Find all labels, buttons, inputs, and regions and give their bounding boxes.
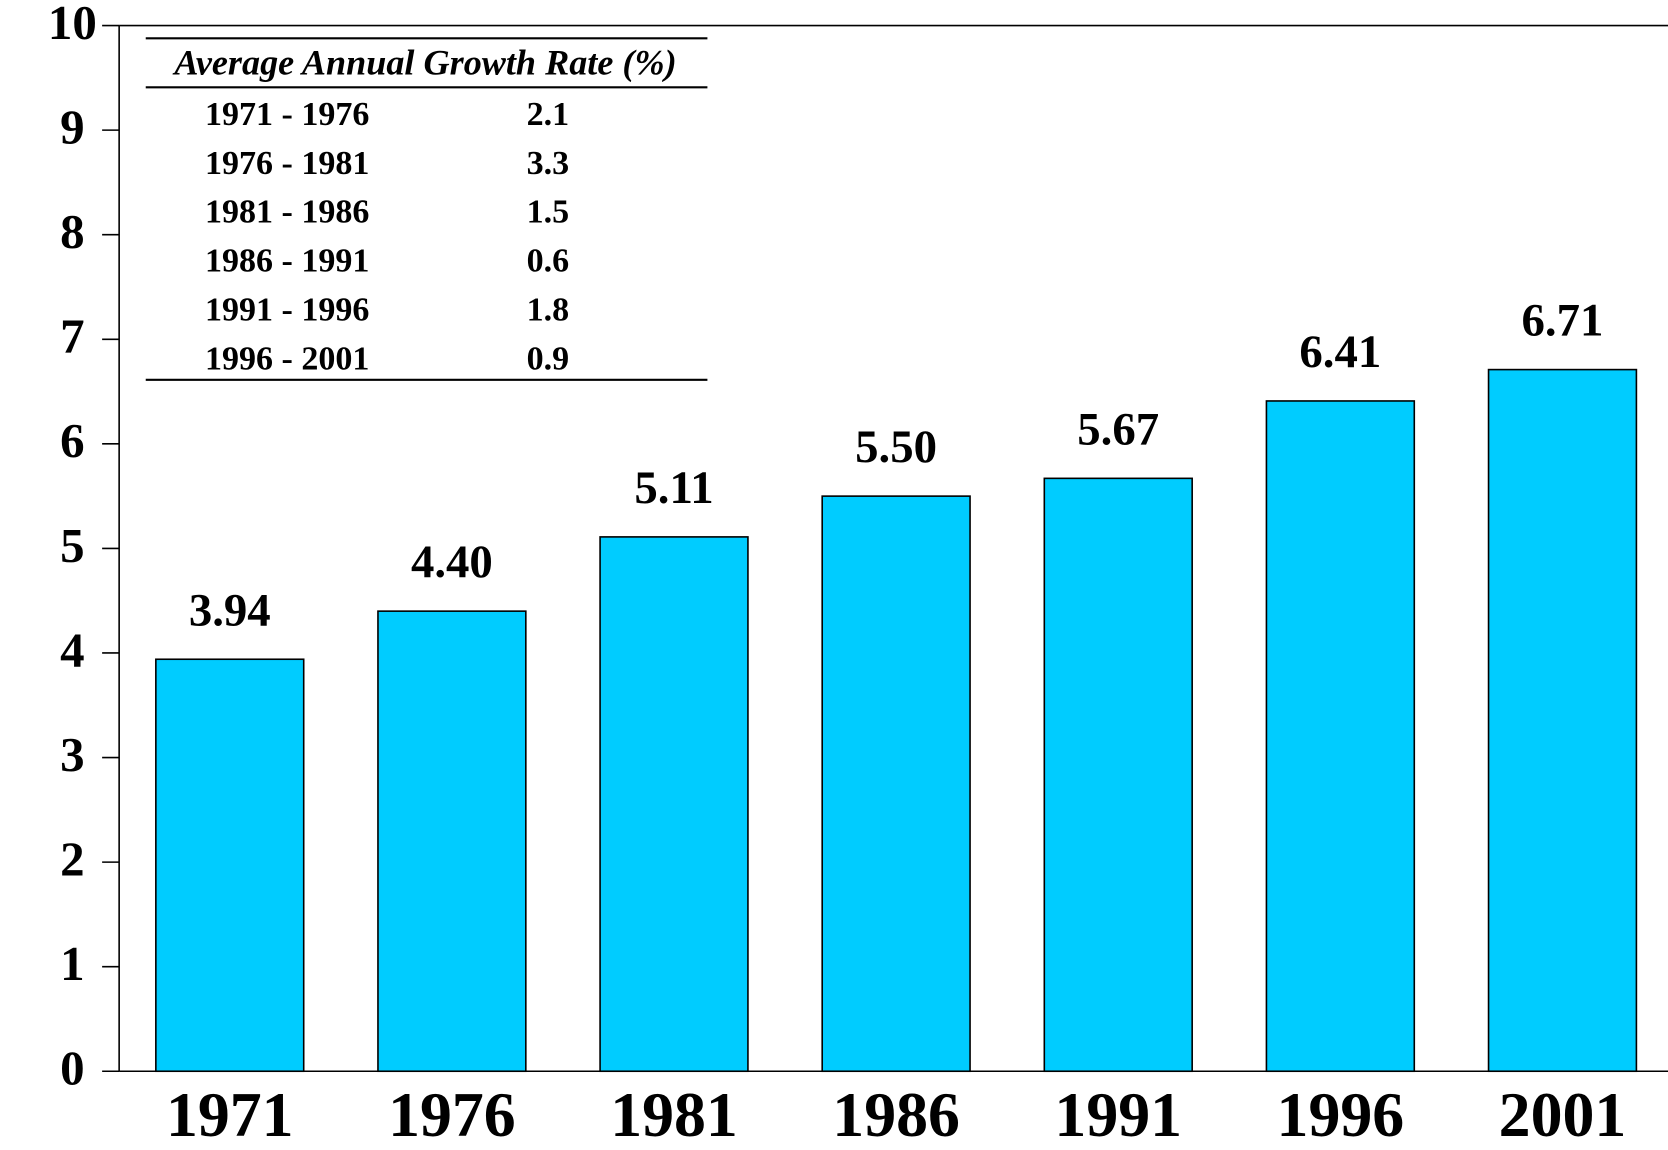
y-tick-label: 2 xyxy=(60,831,84,886)
bar xyxy=(1043,477,1193,1073)
value-label: 6.41 xyxy=(1299,326,1381,378)
table-rate: 1.5 xyxy=(527,194,570,231)
bar xyxy=(599,536,749,1073)
y-tick-label: 3 xyxy=(60,727,84,782)
table-title: Average Annual Growth Rate (%) xyxy=(172,42,676,82)
bar xyxy=(1487,368,1638,1073)
table-rate: 0.9 xyxy=(527,341,570,378)
y-tick-label: 4 xyxy=(60,622,84,677)
x-tick-label: 1996 xyxy=(1277,1079,1405,1150)
x-tick-label: 1986 xyxy=(832,1079,960,1150)
y-tick-label: 1 xyxy=(60,936,84,991)
table-period: 1976 - 1981 xyxy=(205,145,369,182)
bar xyxy=(821,495,971,1073)
x-tick-label: 1976 xyxy=(388,1079,516,1150)
y-tick-label: 6 xyxy=(60,413,84,468)
table-rate: 0.6 xyxy=(527,243,570,280)
table-rate: 1.8 xyxy=(527,292,570,329)
x-tick-label: 1981 xyxy=(610,1079,738,1150)
table-rate: 3.3 xyxy=(527,145,570,182)
table-period: 1996 - 2001 xyxy=(205,341,369,378)
table-period: 1986 - 1991 xyxy=(205,243,369,280)
y-tick-label: 7 xyxy=(60,309,84,364)
bar xyxy=(1265,400,1416,1073)
value-label: 4.40 xyxy=(411,536,493,588)
value-label: 6.71 xyxy=(1522,295,1604,347)
value-label: 5.50 xyxy=(855,421,937,473)
x-tick-label: 1971 xyxy=(166,1079,294,1150)
table-period: 1971 - 1976 xyxy=(205,96,369,133)
value-label: 3.94 xyxy=(189,584,271,636)
table-rate: 2.1 xyxy=(527,96,570,133)
bar xyxy=(155,658,305,1073)
y-tick-label: 8 xyxy=(60,204,84,259)
y-tick-label: 10 xyxy=(48,0,97,50)
y-tick-label: 0 xyxy=(60,1041,84,1096)
y-tick-label: 9 xyxy=(60,99,84,154)
x-tick-label: 1991 xyxy=(1054,1079,1182,1150)
x-tick-label: 2001 xyxy=(1499,1079,1627,1150)
y-tick-label: 5 xyxy=(60,518,84,573)
table-period: 1981 - 1986 xyxy=(205,194,369,231)
value-label: 5.11 xyxy=(634,462,713,514)
bar xyxy=(377,610,527,1073)
value-label: 5.67 xyxy=(1077,403,1159,455)
table-period: 1991 - 1996 xyxy=(205,292,369,329)
